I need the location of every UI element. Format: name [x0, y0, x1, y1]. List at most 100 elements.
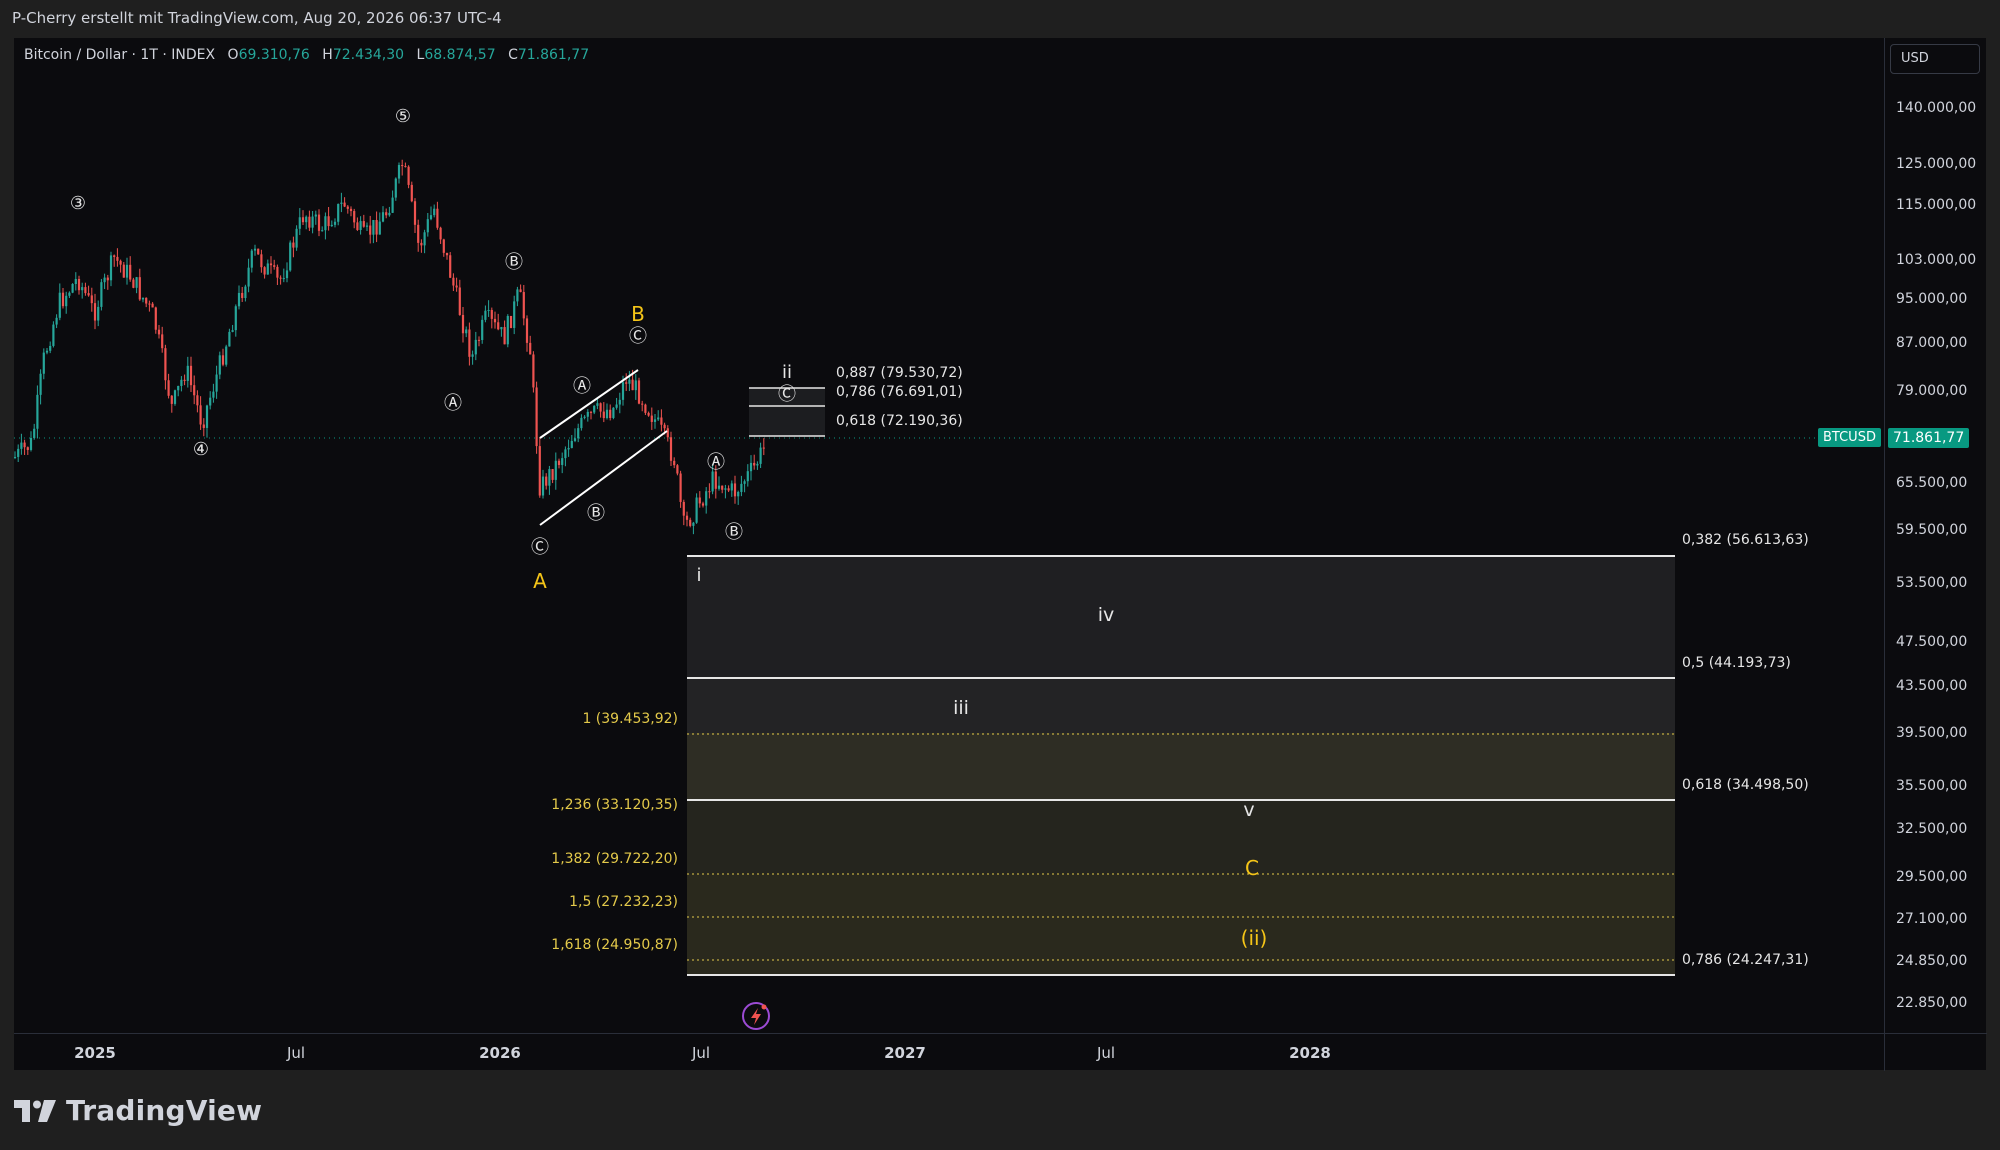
candle-body: [119, 260, 122, 265]
price-tick: 24.850,00: [1896, 953, 1968, 969]
candle-body: [71, 284, 74, 293]
candle-body: [637, 380, 641, 404]
candle-body: [215, 374, 218, 392]
wave-label-a-circle-3: Ⓐ: [707, 452, 725, 473]
candle-body: [717, 485, 721, 489]
tradingview-brand[interactable]: TradingView: [14, 1094, 262, 1127]
candle-body: [481, 319, 484, 340]
candle-body: [90, 295, 93, 304]
price-tick: 87.000,00: [1896, 335, 1968, 351]
candle-body: [23, 442, 26, 448]
candle-body: [506, 315, 509, 345]
candle-body: [81, 287, 84, 291]
fib-zone-0382-05: [687, 556, 1675, 678]
candle-body: [125, 264, 129, 278]
channel-lower-line: [539, 430, 668, 526]
candle-body: [247, 267, 250, 287]
candle-body: [369, 225, 372, 235]
candle-body: [132, 279, 135, 288]
candle-body: [708, 491, 711, 493]
candle-body: [513, 301, 516, 328]
candle-body: [298, 217, 301, 229]
candle-body: [503, 327, 506, 345]
candle-body: [596, 403, 599, 406]
candle-body: [500, 327, 503, 330]
candle-body: [138, 277, 141, 300]
fib-zone-ext-1382-1618: [687, 874, 1675, 974]
price-tick: 59.500,00: [1896, 522, 1968, 538]
candle-body: [349, 208, 353, 212]
candle-body: [285, 270, 289, 279]
candle-body: [570, 440, 573, 448]
candle-body: [551, 469, 554, 480]
candle-body: [311, 216, 314, 228]
candle-body: [14, 456, 17, 458]
candle-body: [250, 250, 253, 268]
candle-body: [525, 318, 529, 343]
chart-canvas[interactable]: ③ ④ ⑤ Ⓑ Ⓐ B Ⓒ Ⓐ Ⓑ Ⓒ A Ⓐ Ⓑ ii Ⓒ i iv iii …: [14, 38, 1884, 1033]
candle-body: [145, 297, 148, 304]
candle-body: [743, 481, 746, 484]
legend-close-label: C: [508, 47, 518, 63]
wave-label-a-circle-1: Ⓐ: [444, 393, 462, 414]
price-axis[interactable]: [1884, 38, 1987, 1033]
legend-open-label: O: [227, 47, 239, 63]
candle-body: [388, 212, 391, 216]
bolt-icon[interactable]: [742, 1002, 770, 1030]
candle-body: [106, 277, 109, 281]
candle-body: [727, 488, 730, 491]
candle-body: [365, 225, 369, 227]
candle-body: [621, 382, 625, 400]
candle-body: [289, 242, 292, 271]
price-tick: 115.000,00: [1896, 197, 1977, 213]
candle-body: [100, 282, 103, 307]
candle-body: [753, 462, 756, 466]
candle-body: [609, 409, 612, 418]
candle-body: [122, 264, 125, 278]
candle-body: [337, 203, 340, 222]
candle-body: [762, 447, 765, 449]
last-price-value-tag: 71.861,77: [1888, 428, 1970, 448]
price-tick: 53.500,00: [1896, 575, 1968, 591]
price-tick: 103.000,00: [1896, 252, 1977, 268]
candle-body: [561, 458, 564, 465]
candle-body: [589, 411, 593, 413]
candle-body: [87, 293, 90, 296]
fib-ext-label-1236: 1,236 (33.120,35): [551, 797, 678, 813]
fib-upper-label-0786: 0,786 (76.691,01): [836, 384, 963, 400]
candle-body: [33, 428, 36, 439]
candle-body: [279, 277, 282, 279]
last-price-symbol-tag: BTCUSD: [1818, 428, 1881, 447]
candle-body: [737, 491, 740, 497]
price-tick: 47.500,00: [1896, 634, 1968, 650]
candle-body: [394, 178, 397, 198]
legend-close-value: 71.861,77: [517, 47, 590, 63]
currency-button[interactable]: USD: [1890, 44, 1980, 74]
candle-body: [404, 166, 407, 168]
candle-body: [269, 263, 273, 266]
candle-body: [410, 184, 413, 202]
price-tick: 140.000,00: [1896, 100, 1977, 116]
symbol-legend: Bitcoin / Dollar · 1T · INDEX O69.310,76…: [24, 47, 589, 63]
candle-body: [231, 330, 234, 332]
candle-body: [65, 295, 68, 307]
candle-body: [308, 216, 311, 228]
candle-body: [490, 309, 493, 319]
time-axis[interactable]: [14, 1033, 1884, 1071]
candle-body: [529, 342, 532, 355]
candle-body: [442, 239, 445, 253]
candle-body: [484, 310, 487, 320]
candle-body: [241, 292, 244, 299]
candle-body: [634, 380, 637, 391]
candle-body: [660, 417, 663, 425]
candle-body: [346, 206, 349, 209]
candle-body: [202, 424, 205, 428]
candle-body: [644, 404, 647, 413]
price-tick: 29.500,00: [1896, 869, 1968, 885]
time-tick: Jul: [286, 1044, 306, 1062]
chart-caption: P-Cherry erstellt mit TradingView.com, A…: [12, 9, 502, 27]
legend-symbol[interactable]: Bitcoin / Dollar · 1T · INDEX: [24, 47, 216, 63]
candle-body: [557, 460, 561, 465]
chart-plot-area[interactable]: ③ ④ ⑤ Ⓑ Ⓐ B Ⓒ Ⓐ Ⓑ Ⓒ A Ⓐ Ⓑ ii Ⓒ i iv iii …: [14, 38, 1884, 1033]
candle-body: [26, 447, 29, 450]
